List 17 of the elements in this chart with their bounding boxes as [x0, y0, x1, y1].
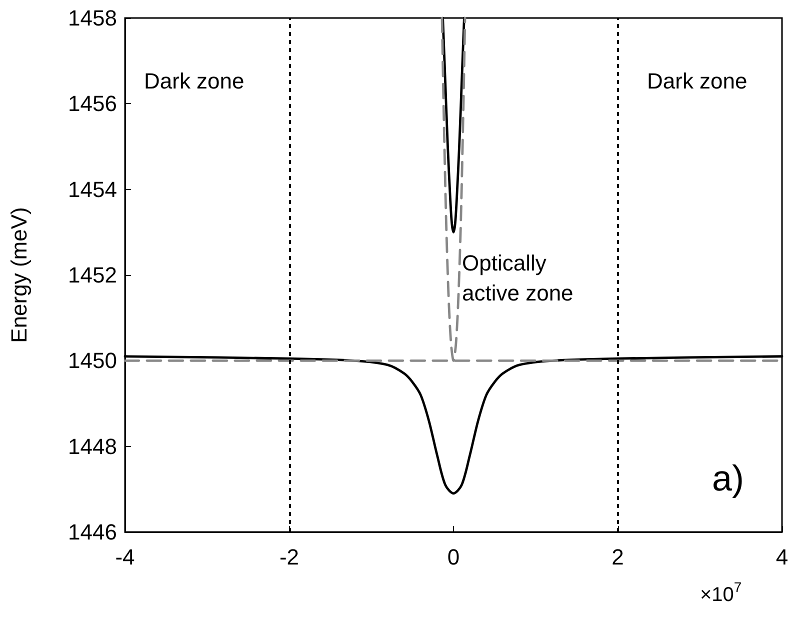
y-tick-label: 1456 — [68, 91, 117, 116]
annotation: Dark zone — [647, 68, 748, 94]
x-tick-label: -4 — [115, 544, 135, 570]
x-tick-label: 4 — [776, 544, 788, 570]
y-tick-label: 1452 — [68, 262, 117, 288]
y-tick-label: 1450 — [68, 348, 117, 374]
y-tick-label: 1458 — [68, 6, 117, 30]
annotation: Optically active zone — [462, 250, 574, 306]
x-tick-label: -2 — [279, 544, 300, 570]
y-tick-label: 1448 — [68, 434, 117, 459]
x-tick-label: 2 — [612, 544, 624, 570]
y-axis-title: Energy (meV) — [6, 207, 32, 343]
y-tick-label: 1446 — [68, 520, 117, 544]
annotation: a) — [712, 458, 744, 498]
y-tick-label: 1454 — [68, 176, 117, 202]
annotation: Dark zone — [144, 68, 244, 94]
x-tick-label: 0 — [447, 544, 460, 570]
